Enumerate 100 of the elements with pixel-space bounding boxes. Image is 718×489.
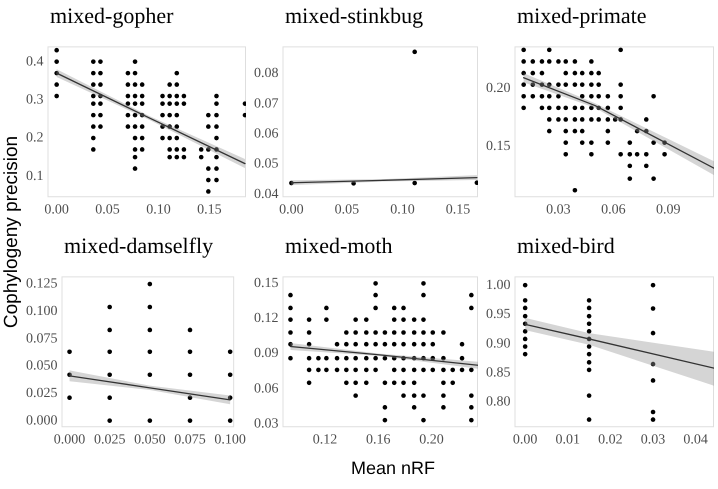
y-tick-label: 0.3 — [26, 92, 44, 108]
x-tick-label: 0.10 — [390, 202, 415, 218]
y-tick-label: 0.100 — [26, 304, 58, 320]
x-tick-label: 0.12 — [312, 432, 338, 448]
y-tick-label: 0.025 — [26, 386, 58, 401]
y-tick-label: 1.00 — [486, 278, 510, 293]
point — [188, 350, 192, 354]
y-tick-label: 0.12 — [254, 311, 278, 326]
y-tick-label: 0.07 — [254, 96, 278, 112]
y-tick-label: 0.09 — [254, 346, 278, 362]
y-tick-label: 0.08 — [254, 66, 278, 82]
point — [522, 306, 528, 310]
y-tick-label: 0.03 — [254, 416, 278, 432]
x-tick-label: 0.04 — [683, 432, 708, 448]
x-tick-label: 0.06 — [601, 202, 626, 218]
y-tick-label: 0.1 — [26, 168, 44, 184]
point — [107, 418, 112, 423]
x-tick-label: 0.15 — [197, 202, 222, 218]
point — [586, 417, 592, 422]
x-tick-label: 0.01 — [556, 432, 580, 448]
point — [188, 372, 192, 378]
y-tick-label: 0.000 — [26, 413, 58, 428]
point — [148, 304, 152, 310]
chart-title: mixed-damselfly — [64, 233, 214, 259]
x-tick-label: 0.000 — [54, 432, 86, 448]
point — [586, 352, 592, 356]
y-tick-label: 0.85 — [486, 366, 510, 381]
point — [586, 298, 592, 303]
y-tick-label: 0.20 — [486, 80, 510, 96]
chart-title: mixed-primate — [517, 3, 647, 29]
point — [522, 344, 528, 349]
point — [522, 352, 528, 356]
y-tick-label: 0.075 — [26, 331, 58, 346]
point — [522, 336, 528, 342]
x-axis-title: Mean nRF — [351, 458, 436, 479]
point — [650, 282, 656, 288]
x-tick-label: 0.02 — [598, 432, 623, 448]
y-tick-label: 0.06 — [254, 126, 278, 142]
x-tick-label: 0.075 — [174, 432, 206, 448]
point — [228, 350, 232, 354]
point — [586, 321, 592, 326]
point — [228, 418, 232, 423]
point — [148, 418, 152, 423]
point — [148, 372, 152, 378]
point — [650, 410, 656, 414]
point — [188, 395, 192, 400]
x-tick-label: 0.05 — [95, 202, 120, 218]
point — [148, 350, 152, 354]
point — [522, 329, 528, 334]
point — [586, 368, 592, 372]
point — [107, 372, 112, 378]
y-tick-label: 0.95 — [486, 307, 510, 322]
y-tick-label: 0.4 — [26, 54, 44, 70]
chart-title: mixed-moth — [285, 233, 393, 259]
chart-title: mixed-stinkbug — [285, 3, 424, 29]
point — [188, 328, 192, 332]
point — [650, 362, 656, 366]
chart-title: mixed-gopher — [50, 3, 174, 29]
x-tick-label: 0.20 — [419, 432, 444, 448]
point — [522, 282, 528, 288]
point — [107, 328, 112, 332]
y-tick-label: 0.04 — [254, 186, 278, 202]
point — [586, 344, 592, 349]
point — [412, 180, 417, 186]
y-tick-label: 0.06 — [254, 381, 278, 396]
x-tick-label: 0.10 — [146, 202, 171, 218]
point — [148, 328, 152, 332]
point — [586, 306, 592, 310]
point — [650, 330, 656, 336]
point — [650, 378, 656, 383]
y-tick-label: 0.90 — [486, 336, 510, 352]
x-tick-label: 0.00 — [279, 202, 304, 218]
x-tick-label: 0.03 — [640, 432, 666, 448]
y-tick-label: 0.050 — [26, 358, 58, 374]
y-tick-label: 0.15 — [486, 138, 510, 154]
y-tick-label: 0.2 — [26, 130, 44, 146]
point — [107, 350, 112, 354]
x-tick-label: 0.00 — [44, 202, 69, 218]
x-tick-label: 0.05 — [334, 202, 360, 218]
y-axis-title: Cophylogeny precision — [1, 136, 24, 328]
x-tick-label: 0.100 — [214, 432, 246, 448]
point — [650, 306, 656, 311]
y-tick-label: 0.05 — [254, 156, 278, 172]
point — [67, 395, 72, 400]
point — [586, 393, 592, 398]
y-tick-label: 0.15 — [254, 276, 278, 292]
point — [107, 304, 112, 310]
x-tick-label: 0.16 — [366, 432, 391, 448]
y-tick-label: 0.125 — [26, 276, 58, 292]
point — [67, 350, 72, 354]
chart-title: mixed-bird — [517, 233, 615, 259]
point — [650, 417, 656, 422]
y-tick-label: 0.80 — [486, 394, 510, 410]
point — [148, 282, 152, 286]
point — [586, 329, 592, 334]
point — [522, 298, 528, 303]
point — [586, 314, 592, 318]
x-tick-label: 0.00 — [512, 432, 538, 448]
point — [522, 314, 528, 318]
x-tick-label: 0.15 — [446, 202, 470, 218]
